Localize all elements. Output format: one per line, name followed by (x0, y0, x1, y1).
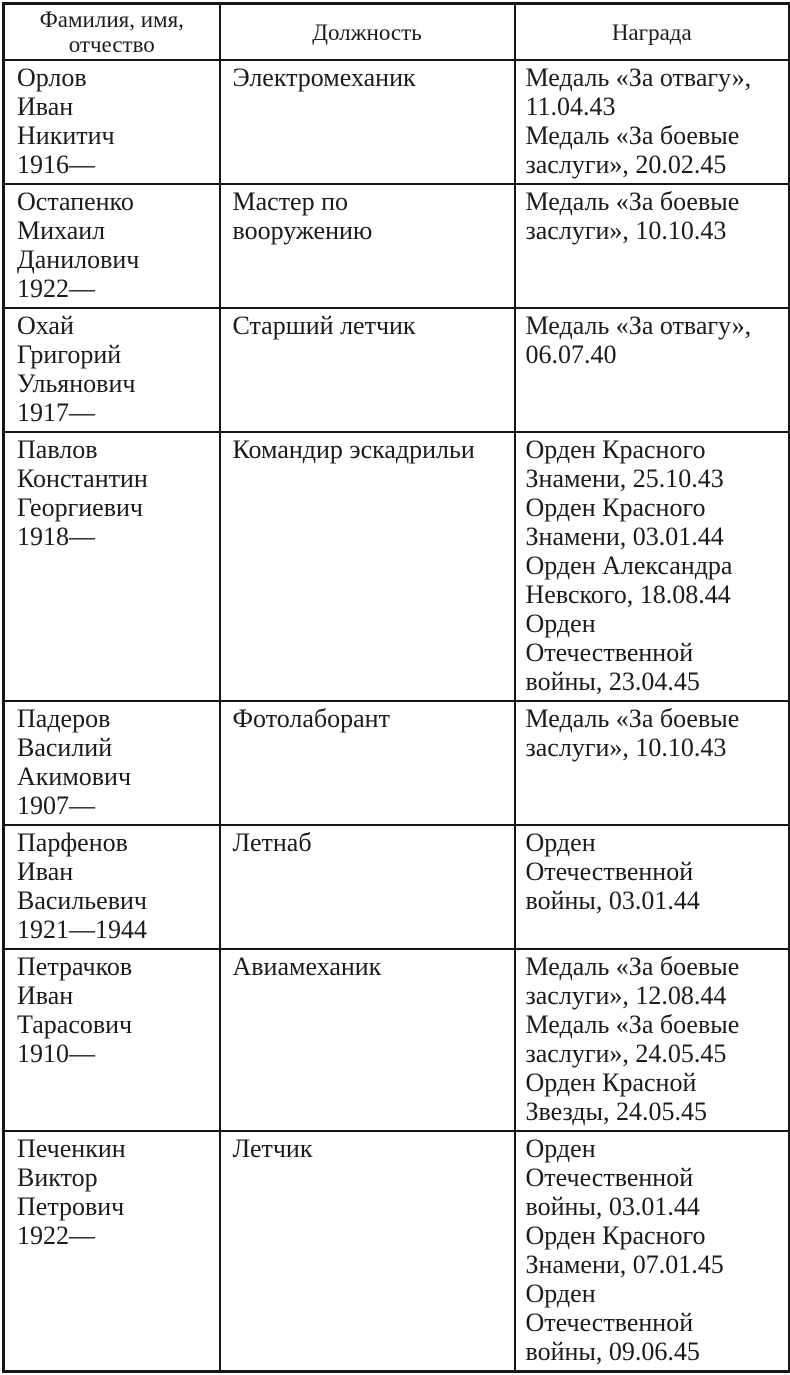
header-position-column: Должность (218, 2, 516, 61)
name-cell: Печенкин Виктор Петрович 1922— (2, 1130, 221, 1373)
header-name-column: Фамилия, имя, отчество (2, 2, 221, 61)
table-row: Орлов Иван Никитич 1916— Электромеханик … (2, 59, 790, 185)
awards-cell: Орден Красного Знамени, 25.10.43 Орден К… (513, 431, 790, 702)
header-row: Фамилия, имя, отчество Должность Награда (2, 2, 790, 61)
name-cell: Охай Григорий Ульянович 1917— (2, 307, 221, 433)
position-cell: Фотолаборант (218, 700, 516, 826)
header-award-column: Награда (513, 2, 790, 61)
table-row: Печенкин Виктор Петрович 1922— Летчик Ор… (2, 1130, 790, 1373)
awards-cell: Медаль «За боевые заслуги», 12.08.44 Мед… (513, 948, 790, 1132)
awards-cell: Медаль «За отвагу», 11.04.43 Медаль «За … (513, 59, 790, 185)
awards-cell: Орден Отечественной войны, 03.01.44 (513, 824, 790, 950)
awards-cell: Орден Отечественной войны, 03.01.44 Орде… (513, 1130, 790, 1373)
name-cell: Остапенко Михаил Данилович 1922— (2, 183, 221, 309)
position-cell: Летнаб (218, 824, 516, 950)
position-cell: Мастер по вооружению (218, 183, 516, 309)
table-row: Павлов Константин Георгиевич 1918— Коман… (2, 431, 790, 702)
awards-cell: Медаль «За отвагу», 06.07.40 (513, 307, 790, 433)
table-row: Остапенко Михаил Данилович 1922— Мастер … (2, 183, 790, 309)
name-cell: Павлов Константин Георгиевич 1918— (2, 431, 221, 702)
awards-cell: Медаль «За боевые заслуги», 10.10.43 (513, 183, 790, 309)
position-cell: Летчик (218, 1130, 516, 1373)
name-cell: Орлов Иван Никитич 1916— (2, 59, 221, 185)
name-cell: Парфенов Иван Васильевич 1921—1944 (2, 824, 221, 950)
table-row: Петрачков Иван Тарасович 1910— Авиамехан… (2, 948, 790, 1132)
position-cell: Старший летчик (218, 307, 516, 433)
position-cell: Электромеханик (218, 59, 516, 185)
table-row: Парфенов Иван Васильевич 1921—1944 Летна… (2, 824, 790, 950)
table-row: Охай Григорий Ульянович 1917— Старший ле… (2, 307, 790, 433)
name-cell: Падеров Василий Акимович 1907— (2, 700, 221, 826)
name-cell: Петрачков Иван Тарасович 1910— (2, 948, 221, 1132)
awards-cell: Медаль «За боевые заслуги», 10.10.43 (513, 700, 790, 826)
position-cell: Командир эскадрильи (218, 431, 516, 702)
table-row: Падеров Василий Акимович 1907— Фотолабор… (2, 700, 790, 826)
position-cell: Авиамеханик (218, 948, 516, 1132)
